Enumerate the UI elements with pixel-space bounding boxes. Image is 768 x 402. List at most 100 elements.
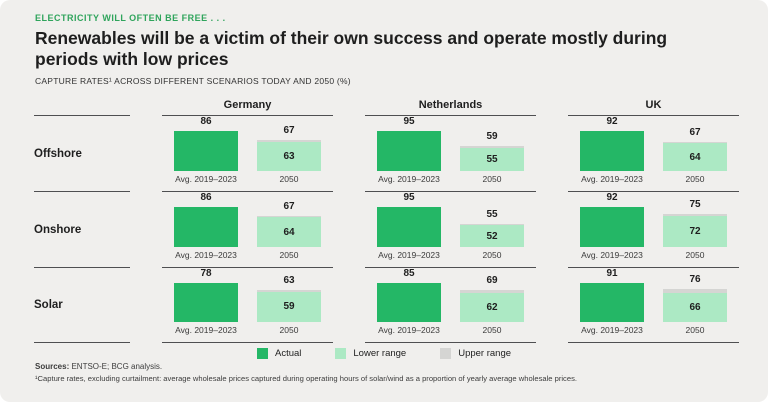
bar-pair-germany-offshore: 86 Avg. 2019–2023 67 63 2050 [162,115,333,191]
kicker-text: ELECTRICITY WILL OFTEN BE FREE . . . [35,13,226,23]
range-bar: 62 [460,289,524,322]
actual-bar-label: Avg. 2019–2023 [175,325,237,335]
actual-bar-group: 92 Avg. 2019–2023 [580,116,644,191]
upper-range-segment [663,288,727,293]
actual-value: 92 [606,192,618,203]
lower-value: 59 [283,301,295,313]
upper-value: 67 [283,200,295,212]
actual-bar-group: 78 Avg. 2019–2023 [174,268,238,342]
actual-bar-group: 91 Avg. 2019–2023 [580,268,644,342]
country-header-netherlands: Netherlands [418,99,483,111]
lower-value: 55 [486,153,498,165]
lower-range-segment: 66 [663,293,727,322]
future-bar-group: 59 55 2050 [460,116,524,191]
sources-line: Sources: ENTSO-E; BCG analysis. [35,361,740,372]
future-bar-group: 67 64 2050 [257,192,321,267]
actual-value: 91 [606,268,618,279]
legend-item-upper-range: Upper range [440,348,511,359]
legend-label: Upper range [458,348,512,359]
lower-value: 64 [283,226,295,238]
sources-text: ENTSO-E; BCG analysis. [69,362,163,371]
lower-range-segment: 59 [257,291,321,322]
bar-pair-uk-onshore: 92 Avg. 2019–2023 75 72 2050 [568,191,739,267]
range-bar: 55 [460,146,524,171]
bar-pair-uk-solar: 91 Avg. 2019–2023 76 66 2050 [568,267,739,343]
lower-value: 52 [486,230,498,242]
future-bar-label: 2050 [685,174,705,184]
panel-germany: Germany 86 Avg. 2019–2023 67 63 2050 [162,96,333,343]
lower-range-segment: 64 [257,217,321,247]
actual-bar-group: 95 Avg. 2019–2023 [377,192,441,267]
upper-value: 75 [689,199,701,211]
future-bar-label: 2050 [279,325,299,335]
upper-value: 76 [689,273,701,285]
capture-rates-chart: Offshore Onshore Solar Germany 86 Avg. 2… [34,96,768,343]
country-header-uk: UK [645,99,662,111]
legend-label: Actual [274,348,302,359]
range-bar: 64 [663,141,727,171]
actual-bar [174,207,238,247]
row-label-column: Offshore Onshore Solar [34,96,130,343]
range-bar: 66 [663,288,727,322]
legend-label: Lower range [353,348,407,359]
lower-range-segment: 55 [460,147,524,171]
actual-bar-group: 95 Avg. 2019–2023 [377,116,441,191]
row-label-solar: Solar [34,267,130,343]
range-bar: 59 [257,289,321,322]
actual-value: 92 [606,116,618,127]
bar-pair-netherlands-solar: 85 Avg. 2019–2023 69 62 2050 [365,267,536,343]
panel-uk: UK 92 Avg. 2019–2023 67 64 2050 [568,96,739,343]
upper-value: 55 [486,208,498,220]
lower-value: 66 [689,302,701,313]
sources-label: Sources: [35,362,70,371]
upper-range-segment [663,141,727,144]
upper-range-segment [460,289,524,293]
actual-bar-label: Avg. 2019–2023 [581,174,643,184]
future-bar-label: 2050 [279,250,299,260]
upper-value: 69 [486,274,498,286]
row-label-offshore: Offshore [34,115,130,191]
future-bar-group: 55 52 2050 [460,192,524,267]
future-bar-label: 2050 [482,250,502,260]
upper-range-segment [257,139,321,142]
future-bar-group: 76 66 2050 [663,268,727,342]
upper-range-segment [460,146,524,148]
actual-bar-label: Avg. 2019–2023 [581,250,643,260]
actual-bar [377,283,441,322]
actual-value: 86 [200,192,212,203]
bar-pair-uk-offshore: 92 Avg. 2019–2023 67 64 2050 [568,115,739,191]
actual-bar-label: Avg. 2019–2023 [378,325,440,335]
future-bar-group: 63 59 2050 [257,268,321,342]
actual-swatch-icon [256,348,268,359]
actual-value: 86 [200,116,212,127]
row-label-header-spacer [34,96,130,115]
legend-item-lower-range: Lower range [335,348,406,359]
actual-bar [174,131,238,171]
actual-value: 78 [200,268,212,279]
lower-range-swatch-icon [335,348,347,359]
upper-value: 63 [283,274,295,286]
lower-value: 62 [486,301,498,313]
range-bar: 72 [663,214,727,247]
future-bar-label: 2050 [279,174,299,184]
lower-range-segment: 63 [257,141,321,171]
future-bar-group: 75 72 2050 [663,192,727,267]
actual-bar [174,283,238,322]
actual-value: 95 [403,116,415,127]
upper-value: 67 [689,126,701,138]
country-header-germany: Germany [223,99,272,111]
lower-range-segment: 64 [663,143,727,171]
actual-bar-label: Avg. 2019–2023 [378,250,440,260]
actual-bar [580,207,644,247]
actual-bar-group: 86 Avg. 2019–2023 [174,116,238,191]
bar-pair-germany-onshore: 86 Avg. 2019–2023 67 64 2050 [162,191,333,267]
header: ELECTRICITY WILL OFTEN BE FREE . . . Ren… [0,0,768,86]
bar-pair-germany-solar: 78 Avg. 2019–2023 63 59 2050 [162,267,333,343]
actual-bar-label: Avg. 2019–2023 [175,250,237,260]
range-bar: 52 [460,223,524,247]
future-bar-label: 2050 [482,325,502,335]
range-bar: 63 [257,139,321,171]
bar-pair-netherlands-onshore: 95 Avg. 2019–2023 55 52 2050 [365,191,536,267]
future-bar-group: 67 64 2050 [663,116,727,191]
